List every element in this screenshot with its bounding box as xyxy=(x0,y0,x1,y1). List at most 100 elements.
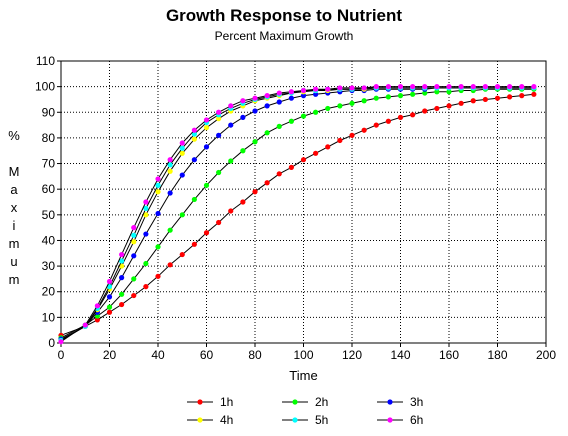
data-point-3h xyxy=(240,114,246,120)
data-point-1h xyxy=(300,157,307,163)
data-point-2h xyxy=(361,98,367,104)
data-point-6h xyxy=(410,84,416,90)
data-point-3h xyxy=(216,132,222,138)
data-point-1h xyxy=(361,127,367,133)
data-point-1h xyxy=(131,292,137,299)
data-point-6h xyxy=(94,303,100,309)
legend-label-6h: 6h xyxy=(410,413,423,427)
chart-title: Growth Response to Nutrient xyxy=(165,6,403,25)
data-point-2h xyxy=(167,227,173,233)
data-point-6h xyxy=(82,322,88,328)
data-point-2h xyxy=(397,93,404,99)
data-point-2h xyxy=(349,100,355,106)
data-point-3h xyxy=(106,294,113,300)
y-tick-label: 100 xyxy=(35,80,55,94)
x-tick-label: 180 xyxy=(487,348,507,362)
data-point-4h xyxy=(216,116,222,122)
y-tick-label: 10 xyxy=(42,310,56,324)
data-point-3h xyxy=(252,108,258,114)
data-point-2h xyxy=(94,313,100,319)
data-point-1h xyxy=(313,150,319,156)
data-point-6h xyxy=(191,127,197,133)
data-point-3h xyxy=(155,210,161,217)
data-point-1h xyxy=(167,262,173,268)
data-point-1h xyxy=(106,309,113,315)
data-point-1h xyxy=(179,251,185,258)
y-tick-label: 0 xyxy=(48,336,55,350)
data-point-1h xyxy=(446,103,452,109)
x-tick-label: 60 xyxy=(200,348,214,362)
data-point-5h xyxy=(191,131,197,137)
data-point-6h xyxy=(216,109,222,115)
data-point-6h xyxy=(519,84,525,90)
data-point-2h xyxy=(325,105,331,112)
data-point-2h xyxy=(143,260,149,267)
y-tick-label: 80 xyxy=(42,131,56,145)
legend-label-2h: 2h xyxy=(315,395,328,409)
data-point-1h xyxy=(240,199,246,205)
data-point-6h xyxy=(276,90,282,96)
data-point-1h xyxy=(191,241,197,247)
data-point-1h xyxy=(228,208,234,214)
data-point-6h xyxy=(337,85,343,91)
data-point-6h xyxy=(470,84,476,90)
y-tick-label: 90 xyxy=(42,105,56,119)
x-tick-label: 120 xyxy=(342,348,362,362)
data-point-2h xyxy=(191,196,197,203)
data-point-6h xyxy=(385,84,391,90)
series-line-6h xyxy=(60,86,534,343)
series-line-2h xyxy=(60,88,534,339)
y-axis-label: % M a x i m u m xyxy=(8,128,20,287)
legend-marker-1h xyxy=(197,399,203,405)
data-point-6h xyxy=(155,176,161,182)
data-point-1h xyxy=(458,100,464,106)
data-point-1h xyxy=(325,144,331,150)
data-point-2h xyxy=(276,123,282,129)
data-point-1h xyxy=(434,105,440,112)
series-line-3h xyxy=(60,87,534,340)
data-point-6h xyxy=(131,225,137,231)
data-point-6h xyxy=(361,85,367,91)
data-point-2h xyxy=(300,113,307,119)
data-point-6h xyxy=(494,84,501,90)
data-point-1h xyxy=(264,180,270,186)
data-point-5h xyxy=(167,162,173,168)
data-point-4h xyxy=(203,125,210,131)
data-point-1h xyxy=(531,91,537,97)
data-point-6h xyxy=(58,339,64,345)
data-point-1h xyxy=(397,114,404,120)
data-point-3h xyxy=(276,99,282,105)
data-point-6h xyxy=(422,84,428,90)
data-point-6h xyxy=(288,89,294,95)
data-point-2h xyxy=(179,212,185,218)
x-tick-label: 200 xyxy=(536,348,556,362)
legend-marker-5h xyxy=(292,417,298,423)
data-point-2h xyxy=(155,244,161,250)
data-point-1h xyxy=(337,137,343,144)
data-point-6h xyxy=(434,84,440,90)
data-point-2h xyxy=(228,158,234,164)
data-point-6h xyxy=(252,95,258,101)
y-tick-label: 40 xyxy=(42,233,56,247)
data-point-2h xyxy=(288,118,294,124)
data-point-2h xyxy=(446,89,452,95)
data-point-2h xyxy=(434,89,440,95)
x-axis-label: Time xyxy=(289,368,317,383)
data-point-5h xyxy=(119,258,125,264)
data-point-3h xyxy=(313,91,319,97)
data-point-6h xyxy=(531,84,537,90)
data-point-5h xyxy=(131,232,137,238)
data-point-1h xyxy=(422,108,428,114)
x-tick-label: 140 xyxy=(390,348,410,362)
data-point-6h xyxy=(446,84,452,90)
data-point-3h xyxy=(119,275,125,281)
chart-subtitle: Percent Maximum Growth xyxy=(214,29,354,43)
data-point-4h xyxy=(143,212,149,218)
data-point-3h xyxy=(203,144,210,150)
data-point-2h xyxy=(203,182,210,188)
data-point-6h xyxy=(179,140,185,146)
series-line-5h xyxy=(60,87,534,341)
